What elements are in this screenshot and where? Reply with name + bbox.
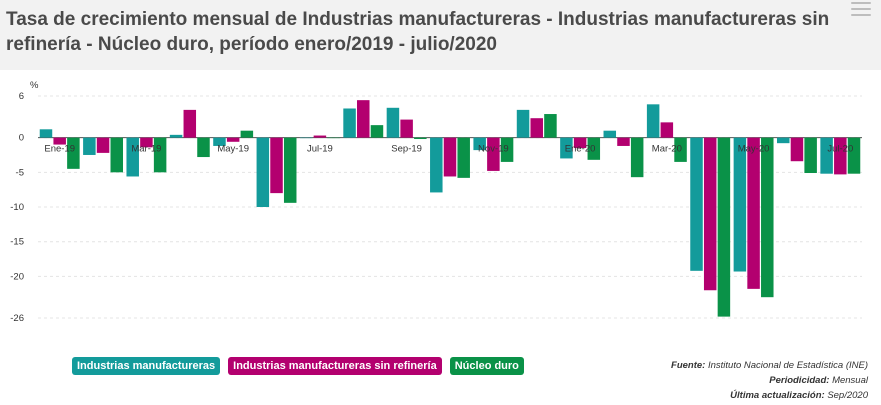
y-tick-label: -5 (16, 167, 24, 178)
legend: Industrias manufactureras Industrias man… (72, 357, 524, 377)
bar (299, 137, 313, 139)
bar (847, 137, 861, 174)
bar (430, 137, 443, 193)
bar (240, 130, 254, 138)
bar (820, 137, 833, 174)
y-tick-label: -20 (10, 271, 24, 282)
source-info: Fuente: Instituto Nacional de Estadístic… (671, 358, 868, 403)
menu-line (851, 14, 871, 16)
bar (487, 137, 500, 171)
source-label: Fuente: (671, 360, 706, 371)
y-tick-label: 6 (19, 91, 24, 102)
bar (790, 137, 804, 162)
bar (153, 137, 167, 173)
bar (126, 137, 139, 177)
bar (834, 137, 847, 175)
bar (733, 137, 747, 272)
y-axis-unit-label: % (30, 80, 39, 91)
bar (53, 137, 66, 145)
y-tick-label: -10 (10, 202, 24, 213)
bar (357, 100, 370, 138)
bar (473, 137, 486, 151)
menu-line (851, 8, 871, 10)
bar (617, 137, 630, 146)
bar (343, 108, 356, 138)
bar (646, 104, 660, 138)
legend-item-nucleo-duro[interactable]: Núcleo duro (449, 357, 524, 375)
bar (804, 137, 817, 174)
chart-title: Tasa de crecimiento mensual de Industria… (6, 9, 830, 55)
x-tick-label: Nov-19 (478, 144, 509, 155)
bar (776, 137, 790, 144)
bar (500, 137, 514, 162)
source-value: Instituto Nacional de Estadística (INE) (708, 360, 868, 371)
x-tick-label: May-19 (217, 144, 249, 155)
bar (83, 137, 96, 155)
bar (213, 137, 226, 146)
bar (674, 137, 687, 162)
bar (560, 137, 573, 159)
bar (717, 137, 731, 317)
bar (544, 114, 557, 138)
bar (516, 109, 530, 138)
x-tick-label: Ene-19 (44, 144, 75, 155)
periodicity-label: Periodicidad: (769, 375, 830, 386)
bar-chart: % 6 0 -5 -10 -15 -20 -26 Ene-19 Mar-19 May-19 Jul-1… (10, 80, 862, 324)
bar (270, 137, 283, 194)
bar (39, 129, 53, 138)
source-line: Fuente: Instituto Nacional de Estadístic… (671, 358, 868, 373)
bar (630, 137, 644, 178)
bar (530, 118, 543, 138)
y-tick-label: 0 (19, 133, 24, 144)
x-tick-label: May-20 (738, 144, 770, 155)
bar (573, 137, 587, 149)
periodicity-line: Periodicidad: Mensual (671, 373, 868, 388)
bar (256, 137, 270, 207)
bar (457, 137, 470, 178)
bar (226, 137, 240, 142)
bar (140, 137, 153, 148)
bar (283, 137, 297, 203)
bar (761, 137, 774, 298)
bar (587, 137, 601, 160)
periodicity-value: Mensual (832, 375, 868, 386)
x-tick-label: Jul-19 (307, 144, 333, 155)
bar (169, 134, 183, 138)
bar (183, 109, 197, 138)
bar (690, 137, 703, 271)
legend-item-sin-refineria[interactable]: Industrias manufactureras sin refinería (228, 357, 442, 375)
legend-item-industrias-manufactureras[interactable]: Industrias manufactureras (72, 357, 221, 375)
bar (747, 137, 760, 289)
y-tick-label: -26 (10, 313, 24, 324)
bar (313, 135, 327, 138)
y-tick-label: -15 (10, 237, 24, 248)
bar (110, 137, 124, 173)
bar (603, 130, 617, 138)
bar (96, 137, 110, 153)
bar (703, 137, 717, 291)
update-line: Última actualización: Sep/2020 (671, 388, 868, 403)
update-value: Sep/2020 (827, 390, 868, 401)
bar (443, 137, 457, 177)
hamburger-menu-icon[interactable] (851, 2, 871, 18)
bar (400, 119, 413, 138)
x-tick-label: Jul-20 (827, 144, 853, 155)
x-tick-label: Mar-19 (131, 144, 161, 155)
bar (660, 122, 674, 138)
x-tick-label: Mar-20 (652, 144, 682, 155)
menu-line (851, 2, 871, 4)
bar (370, 125, 384, 138)
bar (327, 137, 340, 139)
chart-header: Tasa de crecimiento mensual de Industria… (0, 0, 881, 70)
x-tick-label: Sep-19 (391, 144, 422, 155)
x-tick-label: Ene-20 (565, 144, 596, 155)
bar (386, 107, 400, 138)
update-label: Última actualización: (730, 390, 825, 401)
bar (67, 137, 80, 169)
bar (414, 137, 427, 140)
bar (197, 137, 210, 158)
